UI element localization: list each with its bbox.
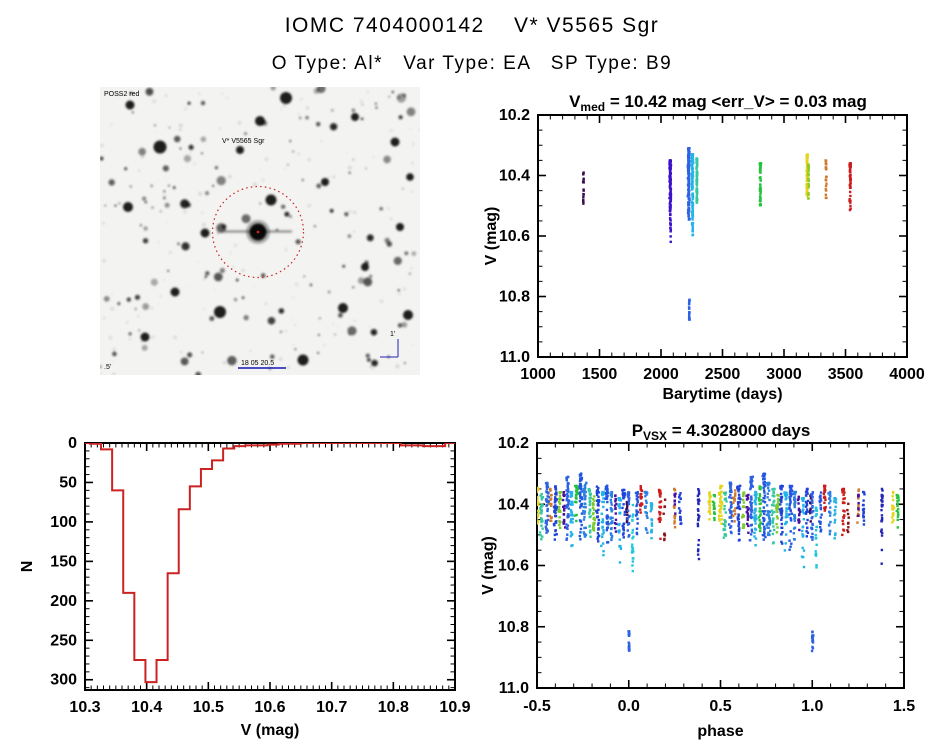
y-tick-label: 10.6 <box>499 228 530 245</box>
finder-chart-image: POSS2 red V* V5565 Sgr 18 05 20.5 .5' 1' <box>100 87 420 375</box>
scatter-points <box>581 147 852 321</box>
x-tick-label: 10.7 <box>316 699 347 716</box>
y-axis-label: V (mag) <box>480 536 497 595</box>
y-tick-label: 10.4 <box>499 168 530 185</box>
axis-ticks <box>84 442 456 690</box>
plot-title: PVSX = 4.3028000 days <box>632 421 811 443</box>
x-axis-label: phase <box>697 723 743 740</box>
x-tick-label: 10.3 <box>69 699 100 716</box>
lightcurve-plot: 1000 1500 2000 2500 3000 3500 4000 10.2 10.4 10.6… <box>480 88 944 406</box>
x-tick-label: 10.9 <box>439 699 470 716</box>
lightcurve-plot-image: 1000 1500 2000 2500 3000 3500 4000 10.2 10.4 10.6… <box>483 92 925 403</box>
x-tick-label: 1.0 <box>801 698 823 715</box>
y-axis-label: N <box>20 561 36 573</box>
scale-bar <box>380 339 399 358</box>
x-tick-label: 1.5 <box>893 698 915 715</box>
y-tick-label: 11.0 <box>500 349 530 366</box>
x-axis-label: Barytime (days) <box>662 386 782 403</box>
x-tick-label: 1500 <box>582 366 618 383</box>
coordinates-label: 18 05 20.5 <box>241 360 274 367</box>
plot-title: Vmed = 10.42 mag <err_V> = 0.03 mag <box>569 92 867 114</box>
x-tick-label: 10.6 <box>254 699 285 716</box>
y-tick-label: 0 <box>68 435 77 452</box>
scatter-points <box>537 472 900 653</box>
x-axis-label: V (mag) <box>241 722 300 739</box>
plot-frame <box>536 442 905 689</box>
histogram-plot: 10.3 10.4 10.5 10.6 10.7 10.8 10.9 0 50 100 150 200… <box>20 420 472 747</box>
histogram-outline <box>85 443 455 684</box>
axis-minor-ticks <box>537 114 908 358</box>
scale-label: 1' <box>390 331 395 338</box>
page-title: IOMC 7404000142 V* V5565 Sgr <box>284 14 660 37</box>
y-tick-label: 10.6 <box>498 558 529 575</box>
histogram-plot-image: 10.3 10.4 10.5 10.6 10.7 10.8 10.9 0 50 100 150 200… <box>20 435 471 739</box>
y-tick-label: 150 <box>50 553 77 570</box>
x-tick-label: 4000 <box>889 366 925 383</box>
x-tick-label: 10.4 <box>131 699 162 716</box>
x-tick-label: 2000 <box>643 366 679 383</box>
star-name-label: V* V5565 Sgr <box>222 138 265 145</box>
aperture-circle <box>211 185 305 279</box>
x-tick-label: 10.5 <box>193 699 224 716</box>
x-tick-label: 1000 <box>520 366 556 383</box>
y-tick-label: 10.2 <box>498 435 529 452</box>
y-tick-label: 200 <box>50 593 77 610</box>
x-tick-label: -0.5 <box>523 698 551 715</box>
y-tick-label: 10.8 <box>499 289 530 306</box>
y-tick-label: 10.8 <box>498 619 529 636</box>
y-tick-label: 100 <box>50 514 77 531</box>
x-tick-label: 3500 <box>828 366 864 383</box>
axis-minor-ticks <box>84 442 456 690</box>
x-tick-label: 0.0 <box>618 698 640 715</box>
y-axis-label: V (mag) <box>483 207 500 266</box>
y-tick-label: 10.2 <box>499 107 530 124</box>
axis-ticks <box>536 442 905 689</box>
phase-plot: -0.5 0.0 0.5 1.0 1.5 10.2 10.4 10.6 10.8 11.0 phas… <box>479 414 943 747</box>
x-tick-label: 2500 <box>705 366 741 383</box>
y-tick-label: 50 <box>59 474 77 491</box>
x-tick-label: 3000 <box>766 366 802 383</box>
survey-label: POSS2 red <box>104 91 140 98</box>
x-tick-label: 10.8 <box>378 699 409 716</box>
y-tick-label: 11.0 <box>499 680 529 697</box>
axis-ticks <box>537 114 908 358</box>
axis-minor-ticks <box>536 442 905 689</box>
plot-frame <box>537 114 908 358</box>
plot-frame <box>84 442 456 691</box>
y-tick-label: 300 <box>50 672 77 689</box>
fov-label: .5' <box>104 364 111 371</box>
x-tick-label: 0.5 <box>709 698 731 715</box>
y-tick-label: 10.4 <box>498 496 529 513</box>
y-tick-label: 250 <box>50 632 77 649</box>
phase-plot-image: -0.5 0.0 0.5 1.0 1.5 10.2 10.4 10.6 10.8 11.0 phas… <box>480 421 915 740</box>
finder-chart: POSS2 red V* V5565 Sgr 18 05 20.5 .5' 1' <box>100 87 420 375</box>
page-subtitle: O Type: Al* Var Type: EA SP Type: B9 <box>271 53 673 74</box>
